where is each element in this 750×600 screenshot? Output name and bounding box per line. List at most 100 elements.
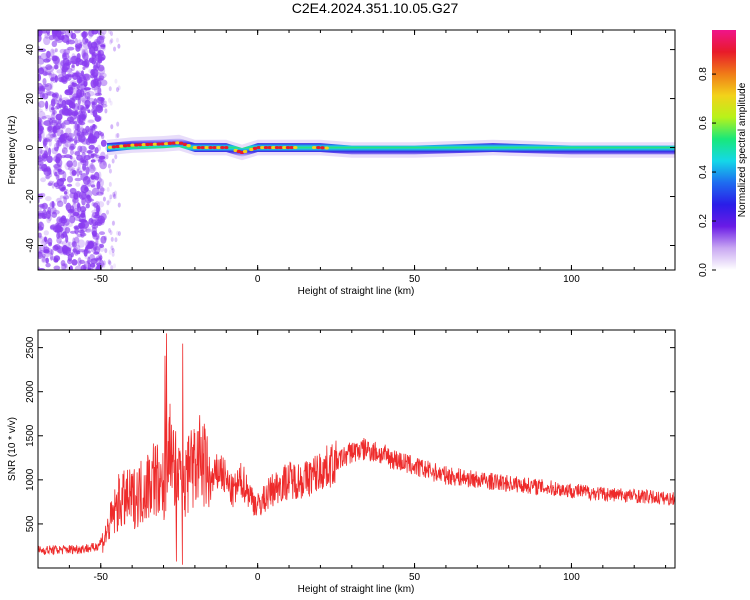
noise-blob <box>62 132 69 139</box>
signal-peak <box>289 145 294 150</box>
noise-blob <box>78 79 85 86</box>
noise-blob <box>98 66 106 76</box>
noise-blob <box>52 125 58 135</box>
noise-blob <box>50 73 58 79</box>
noise-blob <box>79 206 87 213</box>
spectrogram-xtick-label: 50 <box>409 274 421 285</box>
noise-blob <box>61 244 68 254</box>
noise-blob <box>91 211 98 219</box>
noise-blob <box>109 230 113 236</box>
noise-blob <box>54 75 59 83</box>
noise-blob <box>38 57 45 65</box>
noise-blob <box>114 133 118 139</box>
noise-blob <box>80 94 89 104</box>
noise-blob <box>38 210 44 219</box>
signal-peak <box>115 144 120 149</box>
noise-blob <box>46 31 51 36</box>
noise-blob <box>93 75 98 81</box>
noise-blob <box>60 221 65 227</box>
noise-blob <box>50 224 58 230</box>
noise-blob <box>67 55 72 64</box>
noise-blob <box>70 30 74 39</box>
noise-blob <box>114 194 118 200</box>
noise-blob <box>38 110 46 120</box>
noise-blob <box>96 205 101 213</box>
noise-blob <box>109 194 113 200</box>
noise-blob <box>53 244 61 250</box>
noise-blob <box>72 160 78 168</box>
noise-blob <box>70 55 79 65</box>
noise-blob <box>53 265 61 270</box>
noise-blob <box>102 160 106 166</box>
noise-blob <box>62 195 70 200</box>
signal-peak <box>278 145 283 150</box>
signal-peak <box>122 144 128 148</box>
noise-blob <box>111 158 115 164</box>
noise-blob <box>80 88 88 92</box>
noise-blob <box>46 65 55 73</box>
noise-blob <box>55 174 60 180</box>
noise-blob <box>110 31 114 37</box>
snr-xtick-label: 100 <box>563 572 580 583</box>
snr-xlabel: Height of straight line (km) <box>298 584 415 595</box>
noise-blob <box>43 246 50 253</box>
noise-blob <box>62 62 71 71</box>
noise-blob <box>96 181 101 190</box>
noise-blob <box>49 118 53 126</box>
noise-blob <box>52 110 57 115</box>
noise-blob <box>67 132 74 139</box>
noise-blob <box>91 153 97 157</box>
noise-blob <box>38 102 42 110</box>
noise-blob <box>89 262 96 268</box>
noise-blob <box>81 113 87 120</box>
noise-blob <box>87 240 95 246</box>
noise-blob <box>53 91 59 100</box>
noise-blob <box>90 159 96 163</box>
noise-blob <box>111 220 115 226</box>
noise-blob <box>38 166 46 172</box>
noise-blob <box>96 77 104 81</box>
signal-peak <box>145 142 150 147</box>
noise-blob <box>93 251 100 255</box>
noise-blob <box>117 231 121 237</box>
noise-blob <box>39 149 47 155</box>
noise-blob <box>55 92 59 99</box>
spectrogram-xtick-label: 100 <box>563 274 580 285</box>
noise-blob <box>96 257 102 261</box>
noise-blob <box>108 227 112 233</box>
noise-blob <box>73 94 79 98</box>
noise-blob <box>94 81 100 86</box>
noise-blob <box>52 49 57 54</box>
noise-blob <box>79 145 87 154</box>
signal-peak <box>274 145 280 150</box>
noise-blob <box>45 51 52 60</box>
noise-blob <box>69 265 74 270</box>
noise-blob <box>43 138 50 142</box>
noise-blob <box>114 78 118 84</box>
noise-blob <box>97 87 102 96</box>
noise-blob <box>90 111 95 116</box>
noise-blob <box>57 35 65 41</box>
noise-blob <box>97 50 101 58</box>
colorbar-tick-label: 0.6 <box>698 116 709 130</box>
spectrogram-frame <box>37 29 676 271</box>
noise-blob <box>42 140 47 148</box>
noise-blob <box>86 91 95 97</box>
noise-blob <box>92 64 97 71</box>
noise-blob <box>69 97 75 103</box>
noise-blob <box>74 226 79 235</box>
noise-blob <box>108 260 112 266</box>
signal-peak <box>267 145 272 150</box>
noise-blob <box>43 168 49 172</box>
noise-blob <box>75 70 80 78</box>
noise-blob <box>108 86 112 92</box>
noise-blob <box>116 132 120 138</box>
noise-blob <box>110 236 114 242</box>
noise-blob <box>38 244 46 252</box>
noise-blob <box>38 55 42 59</box>
signal-peak <box>320 146 325 150</box>
noise-blob <box>65 202 72 212</box>
noise-blob <box>93 64 99 73</box>
noise-blob <box>44 249 51 258</box>
noise-blob <box>41 84 50 88</box>
